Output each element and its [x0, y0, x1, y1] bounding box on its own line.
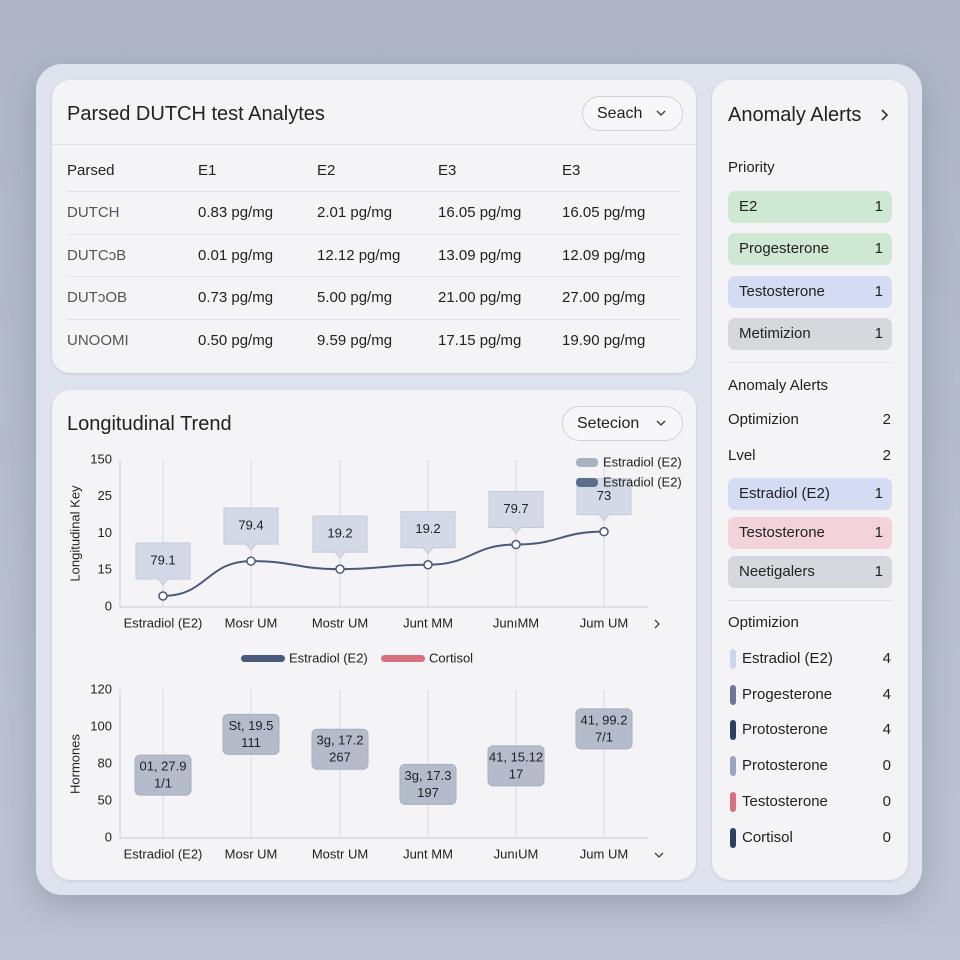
alert-pill: [728, 191, 892, 223]
alert-pill: [728, 556, 892, 588]
marker: [730, 756, 736, 776]
table-cell: 16.05 pg/mg: [562, 204, 646, 221]
table-cell: DUTCɔB: [67, 247, 127, 264]
table-cell: UNOOMI: [67, 332, 129, 349]
alert-count: 1: [874, 563, 883, 580]
alert-label: Estradiol (E2): [739, 485, 830, 502]
table-cell: 9.59 pg/mg: [317, 332, 393, 349]
alerts-title: Anomaly Alerts: [728, 104, 862, 126]
alert-count: 0: [882, 829, 891, 846]
alert-label: Metimizion: [739, 325, 811, 342]
alert-label: Testosterone: [739, 524, 825, 541]
alert-label: Cortisol: [742, 829, 793, 846]
alert-label: Optimizion: [728, 411, 799, 428]
alert-label: Protosterone: [742, 721, 828, 738]
table-cell: 0.01 pg/mg: [198, 247, 274, 264]
marker: [730, 828, 736, 848]
search-label: Seach: [597, 105, 643, 122]
alert-label: Testosterone: [742, 793, 828, 810]
table-cell: 13.09 pg/mg: [438, 247, 522, 264]
chevron[interactable]: [879, 108, 891, 122]
column-header: E3: [562, 162, 581, 179]
header-separator: [52, 144, 696, 145]
alert-label: Progesterone: [742, 686, 833, 703]
table-cell: 0.73 pg/mg: [198, 289, 274, 306]
alert-count: 0: [882, 757, 891, 774]
column-header: E1: [198, 162, 217, 179]
section-heading: Priority: [728, 159, 775, 176]
table-cell: 12.09 pg/mg: [562, 247, 646, 264]
chevron: [656, 420, 666, 427]
table-cell: DUTɔOB: [67, 289, 127, 306]
search-button[interactable]: Seach: [582, 96, 683, 131]
table-cell: DUTCH: [67, 204, 120, 221]
table-cell: 12.12 pg/mg: [317, 247, 401, 264]
alert-pill: [728, 318, 892, 350]
marker: [730, 720, 736, 740]
table-cell: 27.00 pg/mg: [562, 289, 646, 306]
alert-count: 4: [882, 721, 891, 738]
column-header: E3: [438, 162, 457, 179]
alert-count: 1: [874, 325, 883, 342]
trend-card: [52, 390, 696, 880]
alert-pill: [728, 233, 892, 265]
alert-label: Lvel: [728, 447, 756, 464]
row-separator: [67, 234, 680, 235]
alert-label: Testosterone: [739, 283, 825, 300]
table-cell: 17.15 pg/mg: [438, 332, 522, 349]
alert-label: E2: [739, 198, 758, 215]
row-separator: [67, 276, 680, 277]
table-title: Parsed DUTCH test Analytes: [67, 103, 325, 125]
marker: [730, 792, 736, 812]
alert-count: 4: [882, 650, 891, 667]
alert-label: Protosterone: [742, 757, 828, 774]
alert-count: 1: [874, 524, 883, 541]
select-label: Setecion: [577, 415, 640, 432]
table-cell: 2.01 pg/mg: [317, 204, 393, 221]
table-cell: 0.50 pg/mg: [198, 332, 274, 349]
column-header: Parsed: [67, 162, 115, 179]
alert-pill: [728, 276, 892, 308]
alert-count: 1: [874, 198, 883, 215]
alert-pill: [728, 517, 892, 549]
alert-count: 1: [874, 240, 883, 257]
table-cell: 16.05 pg/mg: [438, 204, 522, 221]
table-cell: 19.90 pg/mg: [562, 332, 646, 349]
table-cell: 0.83 pg/mg: [198, 204, 274, 221]
alert-count: 4: [882, 686, 891, 703]
section-heading: Anomaly Alerts: [728, 377, 829, 394]
separator: [728, 362, 892, 363]
alert-label: Progesterone: [739, 240, 830, 257]
alert-label: Estradiol (E2): [742, 650, 833, 667]
alert-count: 1: [874, 283, 883, 300]
section-heading: Optimizion: [728, 614, 799, 631]
alert-label: Neetigalers: [739, 563, 815, 580]
select-button[interactable]: Setecion: [562, 406, 683, 441]
chevron: [656, 110, 666, 117]
table-cell: 5.00 pg/mg: [317, 289, 393, 306]
separator: [728, 600, 892, 601]
alert-count: 2: [882, 411, 891, 428]
column-header: E2: [317, 162, 336, 179]
alert-pill: [728, 478, 892, 510]
marker: [730, 685, 736, 705]
table-cell: 21.00 pg/mg: [438, 289, 522, 306]
marker: [730, 649, 736, 669]
trend-title: Longitudinal Trend: [67, 413, 232, 435]
alert-count: 0: [882, 793, 891, 810]
alert-count: 1: [874, 485, 883, 502]
alert-count: 2: [882, 447, 891, 464]
row-separator: [67, 319, 680, 320]
analytes-card: [52, 80, 696, 373]
row-separator: [67, 191, 680, 192]
